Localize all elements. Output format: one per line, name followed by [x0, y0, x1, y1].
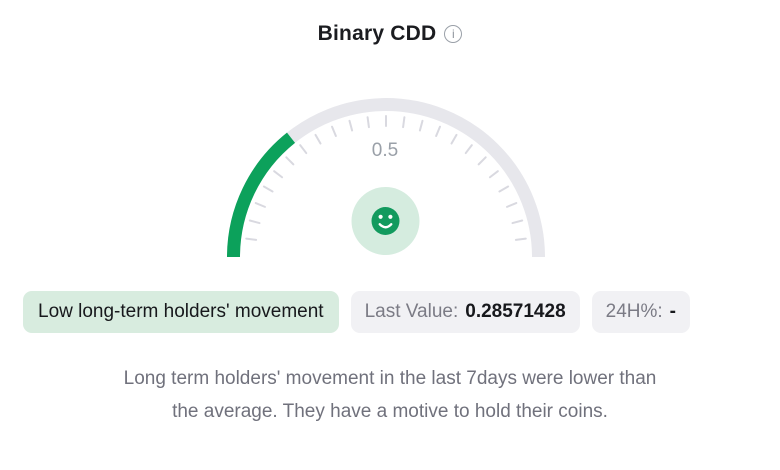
- sentiment-badge: Low long-term holders' movement: [23, 291, 339, 333]
- smiley-face-icon: [371, 207, 400, 235]
- gauge-tick: [245, 237, 258, 241]
- smiley-mouth: [378, 223, 393, 229]
- gauge-tick: [506, 202, 518, 208]
- gauge-tick: [262, 185, 274, 193]
- card-header: Binary CDD i: [0, 22, 780, 46]
- gauge-tick: [418, 119, 424, 132]
- gauge-value-arc: [227, 98, 545, 258]
- card-title: Binary CDD: [317, 22, 437, 45]
- description-line-2: the average. They have a motive to hold …: [172, 401, 608, 422]
- gauge-tick: [477, 156, 487, 166]
- gauge-tick: [248, 219, 261, 225]
- gauge-tick: [299, 144, 308, 155]
- gauge-tick: [314, 133, 322, 145]
- badges-row: Low long-term holders' movement Last Val…: [23, 291, 690, 333]
- gauge-tick: [511, 219, 524, 225]
- gauge-tick: [435, 125, 441, 137]
- gauge-tick: [402, 116, 406, 129]
- gauge-center-label: 0.5: [372, 140, 398, 161]
- gauge-tick: [285, 156, 295, 166]
- gauge-tick: [273, 170, 284, 179]
- change-24h-badge: 24H%: -: [591, 291, 690, 333]
- gauge-tick: [450, 133, 458, 145]
- smiley-eye-left: [378, 214, 383, 219]
- sentiment-badge-label: Low long-term holders' movement: [38, 301, 324, 322]
- gauge-tick: [498, 185, 510, 193]
- gauge-tick: [464, 144, 473, 155]
- gauge-tick: [488, 170, 499, 179]
- last-value-number: 0.28571428: [465, 301, 566, 322]
- change-24h-value: -: [669, 301, 676, 322]
- gauge-chart: 0.5: [227, 98, 545, 258]
- smiley-eye-right: [388, 214, 393, 219]
- last-value-label: Last Value:: [364, 301, 459, 322]
- last-value-badge: Last Value: 0.28571428: [350, 291, 580, 333]
- info-icon[interactable]: i: [444, 25, 463, 43]
- change-24h-label: 24H%:: [605, 301, 663, 322]
- gauge-tick: [348, 119, 354, 132]
- gauge-tick: [254, 202, 266, 208]
- gauge-tick: [514, 237, 527, 241]
- gauge-tick: [366, 116, 370, 129]
- description-text: Long term holders' movement in the last …: [0, 362, 780, 428]
- gauge-tick: [331, 125, 337, 137]
- description-line-1: Long term holders' movement in the last …: [123, 368, 657, 389]
